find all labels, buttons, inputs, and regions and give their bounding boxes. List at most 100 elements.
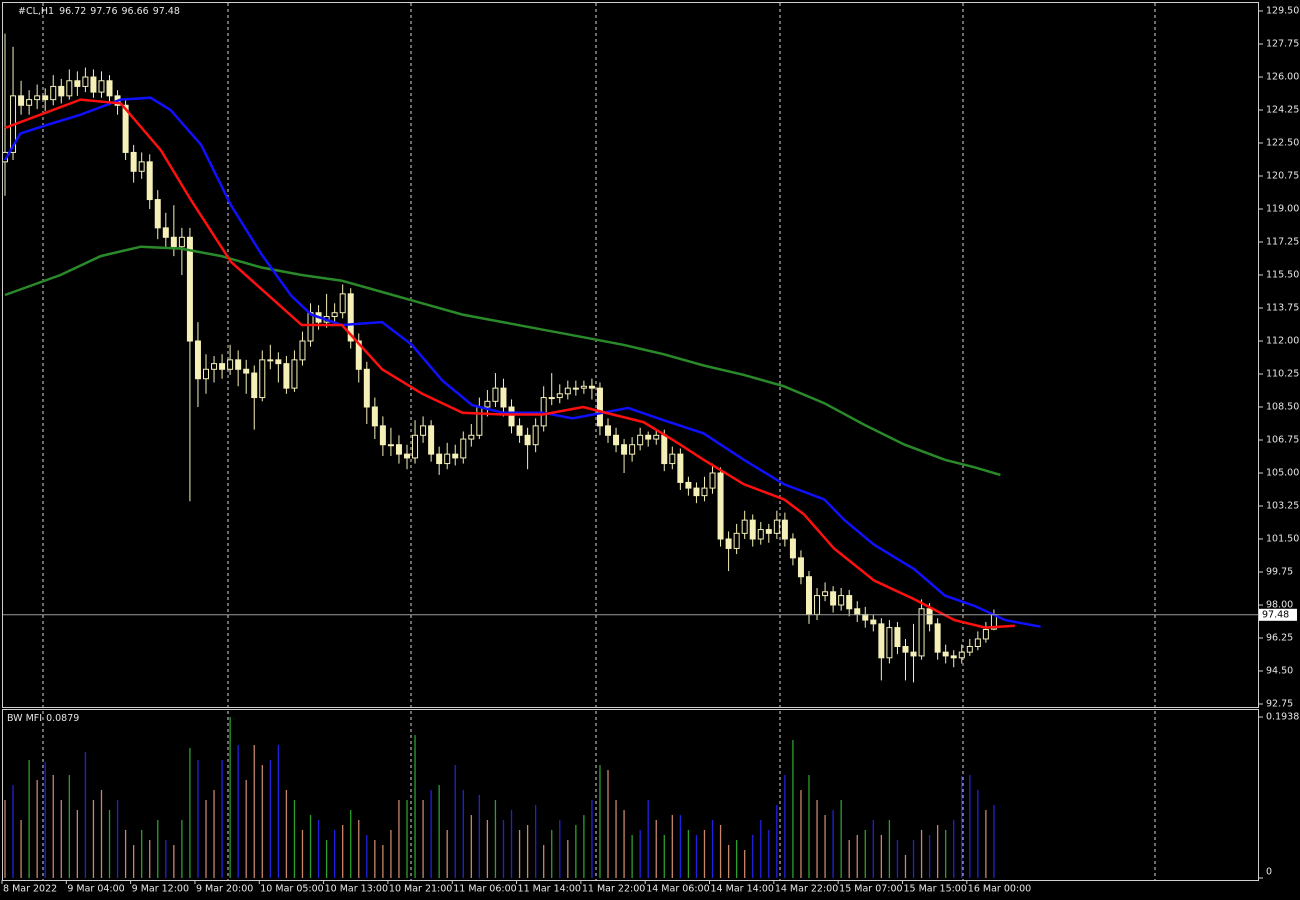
candle-body (588, 385, 595, 389)
x-tick-label: 14 Mar 06:00 (646, 884, 709, 895)
indicator-title: BW MFI (7, 713, 42, 724)
x-tick-label: 15 Mar 15:00 (903, 884, 966, 895)
candle-body (420, 425, 427, 436)
candle-body (733, 532, 740, 549)
candle-body (532, 425, 539, 446)
candle-body (307, 312, 314, 342)
y-tick-label: 110.25 (1266, 369, 1299, 380)
candle-body (564, 387, 571, 395)
candle-body (355, 340, 362, 370)
candle-body (886, 627, 893, 659)
candle-body (765, 529, 772, 534)
y-tick-label: 98.00 (1266, 600, 1293, 611)
candle-body (460, 438, 467, 459)
candle-body (235, 359, 242, 370)
candle-body (194, 340, 201, 380)
candle-body (701, 487, 708, 497)
candle-body (741, 519, 748, 534)
y-tick-label: 115.50 (1266, 270, 1299, 281)
x-tick-label: 11 Mar 22:00 (582, 884, 645, 895)
indicator-frame (2, 709, 1259, 881)
x-tick-label: 11 Mar 06:00 (453, 884, 516, 895)
y-tick-label: 103.25 (1266, 501, 1299, 512)
candle-body (814, 595, 821, 615)
candle-body (685, 481, 692, 489)
moving-average (3, 96, 1041, 628)
y-tick-label: 119.00 (1266, 204, 1299, 215)
candle-body (596, 387, 603, 427)
candle-body (693, 487, 700, 497)
y-tick-label: 124.25 (1266, 105, 1299, 116)
candle-body (613, 434, 620, 446)
candle-body (291, 359, 298, 389)
candle-body (958, 651, 965, 659)
candle-body (186, 236, 193, 342)
candle-body (251, 372, 258, 399)
indicator-header: BW MFI 0.0879 (7, 713, 79, 724)
candle-body (178, 236, 185, 248)
candle-body (42, 95, 49, 101)
y-tick-label: 92.75 (1266, 699, 1293, 710)
candle-body (122, 104, 129, 153)
candle-body (878, 623, 885, 659)
candle-body (90, 76, 97, 93)
last-high: 97.76 (90, 6, 117, 17)
candle-body (444, 453, 451, 465)
x-tick-label: 15 Mar 07:00 (839, 884, 902, 895)
candle-body (106, 80, 113, 97)
candle-body (154, 199, 161, 229)
candle-body (894, 627, 901, 647)
price-label: 97.48 (1262, 609, 1289, 620)
x-tick-label: 9 Mar 04:00 (67, 884, 124, 895)
plot-layer: 129.50 127.75 126.00 124.25 122.50 120.75 119.… (1, 6, 1299, 895)
candle-body (725, 538, 732, 549)
y-tick-label: 129.50 (1266, 6, 1299, 17)
y-tick-label: 0 (1266, 867, 1272, 878)
candle-body (572, 387, 579, 390)
candle-body (645, 434, 652, 440)
candle-body (910, 651, 917, 657)
y-tick-label: 105.00 (1266, 468, 1299, 479)
y-tick-label: 106.75 (1266, 435, 1299, 446)
main-frame (2, 2, 1259, 708)
y-tick-label: 113.75 (1266, 303, 1299, 314)
candle-body (838, 595, 845, 606)
last-open: 96.72 (59, 6, 86, 17)
candle-body (548, 397, 555, 400)
moving-average (4, 245, 1001, 477)
candle-body (854, 608, 861, 615)
candle-body (395, 444, 402, 455)
candle-body (661, 434, 668, 465)
y-tick-label: 99.75 (1266, 567, 1293, 578)
candle-body (677, 453, 684, 483)
candle-body (781, 519, 788, 540)
y-tick-label: 127.75 (1266, 39, 1299, 50)
candle-body (982, 629, 989, 640)
candle-body (331, 312, 338, 317)
candle-body (709, 472, 716, 489)
y-tick-label: 120.75 (1266, 171, 1299, 182)
candle-body (789, 538, 796, 559)
candle-body (605, 425, 611, 436)
x-tick-label: 10 Mar 13:00 (325, 884, 388, 895)
candle-body (363, 368, 370, 408)
candle-body (259, 359, 266, 399)
y-tick-label: 108.50 (1266, 402, 1299, 413)
y-tick-label: 96.25 (1266, 633, 1293, 644)
candle-body (267, 359, 274, 362)
candle-body (58, 85, 65, 97)
candle-body (757, 529, 764, 540)
candle-body (580, 385, 587, 389)
candle-body (974, 638, 981, 647)
candle-body (339, 293, 346, 314)
y-tick-label: 94.50 (1266, 666, 1293, 677)
candle-body (74, 80, 81, 87)
candle-body (130, 151, 137, 172)
x-tick-label: 14 Mar 22:00 (775, 884, 838, 895)
candle-body (500, 387, 507, 408)
candle-body (203, 368, 209, 380)
x-tick-label: 9 Mar 20:00 (196, 884, 253, 895)
candle-body (524, 434, 531, 446)
